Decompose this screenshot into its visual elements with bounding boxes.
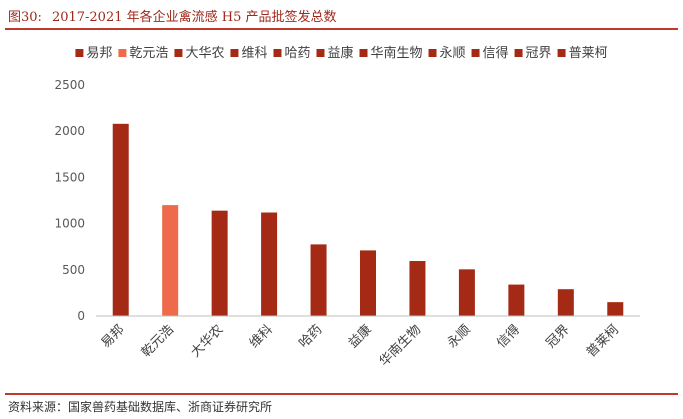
bar-3 xyxy=(261,212,278,316)
legend-label: 益康 xyxy=(327,45,353,61)
bar-9 xyxy=(557,289,574,316)
legend-label: 信得 xyxy=(483,45,509,61)
legend-item: 维科 xyxy=(230,46,267,61)
legend-swatch xyxy=(557,49,566,57)
legend-item: 益康 xyxy=(316,45,354,61)
legend-item: 乾元浩 xyxy=(118,46,168,61)
legend-label: 永顺 xyxy=(440,46,466,61)
legend-swatch xyxy=(118,49,127,57)
bar-4 xyxy=(310,244,327,316)
legend-item: 华南生物 xyxy=(359,45,423,61)
y-tick-label: 0 xyxy=(77,309,85,323)
x-tick-label: 乾元浩 xyxy=(139,322,177,360)
x-tick-label: 普莱柯 xyxy=(584,322,622,360)
x-tick-label: 维科 xyxy=(247,322,276,351)
legend-label: 普莱柯 xyxy=(569,46,608,61)
legend-label: 维科 xyxy=(241,46,267,61)
legend-label: 冠界 xyxy=(526,46,552,61)
x-tick-label: 华南生物 xyxy=(376,322,424,370)
bar-6 xyxy=(409,261,426,316)
legend-label: 易邦 xyxy=(86,46,112,61)
legend-swatch xyxy=(174,49,183,57)
bar-5 xyxy=(360,250,376,316)
legend-swatch xyxy=(428,49,437,57)
x-tick-label: 信得 xyxy=(493,322,523,352)
x-axis: 易邦 乾元浩 大华农 维科 哈药 益康 华南生物 永顺 信得 冠界 普莱柯 xyxy=(99,322,623,370)
legend-swatch xyxy=(359,49,368,57)
bar-series xyxy=(112,123,624,316)
y-axis: 0 500 1000 1500 2000 2500 xyxy=(54,78,85,323)
source-rule xyxy=(5,393,678,395)
figure-title: 图30: 2017-2021 年各企业禽流感 H5 产品批签发总数 xyxy=(8,6,337,25)
figure-label: 图30: xyxy=(8,10,42,25)
legend-swatch xyxy=(75,49,84,57)
legend-item: 信得 xyxy=(471,45,509,61)
bar-7 xyxy=(458,269,475,316)
x-tick-label: 大华农 xyxy=(188,322,226,360)
title-rule xyxy=(5,28,678,30)
y-tick-label: 2000 xyxy=(54,124,85,138)
legend-item: 冠界 xyxy=(514,46,552,61)
legend-label: 华南生物 xyxy=(371,45,423,61)
bar-chart: 易邦 乾元浩 大华农 维科 哈药 益康 华南生物 永顺 信得 冠界 普莱柯 050010001500… xyxy=(54,45,640,370)
x-tick-label: 永顺 xyxy=(445,322,474,351)
bar-10 xyxy=(607,302,624,316)
y-tick-label: 500 xyxy=(62,263,85,277)
x-tick-label: 哈药 xyxy=(296,322,325,351)
chart-legend: 易邦 乾元浩 大华农 维科 哈药 益康 华南生物 永顺 信得 冠界 普莱柯 xyxy=(75,45,608,61)
legend-item: 易邦 xyxy=(75,46,112,61)
legend-item: 普莱柯 xyxy=(557,46,608,61)
figure-title-text: 2017-2021 年各企业禽流感 H5 产品批签发总数 xyxy=(51,10,337,25)
x-tick-label: 易邦 xyxy=(99,322,128,351)
legend-label: 大华农 xyxy=(185,46,224,61)
y-tick-label: 2500 xyxy=(54,78,85,92)
legend-item: 永顺 xyxy=(428,46,466,61)
legend-swatch xyxy=(514,49,523,57)
legend-swatch xyxy=(230,49,239,57)
bar-8 xyxy=(508,284,525,316)
y-tick-label: 1500 xyxy=(54,170,85,184)
legend-swatch xyxy=(471,49,480,57)
x-tick-label: 冠界 xyxy=(544,322,573,351)
y-tick-label: 1000 xyxy=(54,217,85,231)
x-tick-label: 益康 xyxy=(345,322,375,352)
legend-label: 哈药 xyxy=(284,46,310,61)
legend-swatch xyxy=(316,49,325,57)
bar-1 xyxy=(162,205,179,316)
legend-item: 大华农 xyxy=(174,46,224,61)
legend-item: 哈药 xyxy=(273,46,310,61)
source-note: 资料来源：国家兽药基础数据库、浙商证券研究所 xyxy=(8,400,273,414)
bar-2 xyxy=(211,210,228,316)
bar-0 xyxy=(112,123,129,316)
legend-swatch xyxy=(273,49,282,57)
legend-label: 乾元浩 xyxy=(129,46,168,61)
